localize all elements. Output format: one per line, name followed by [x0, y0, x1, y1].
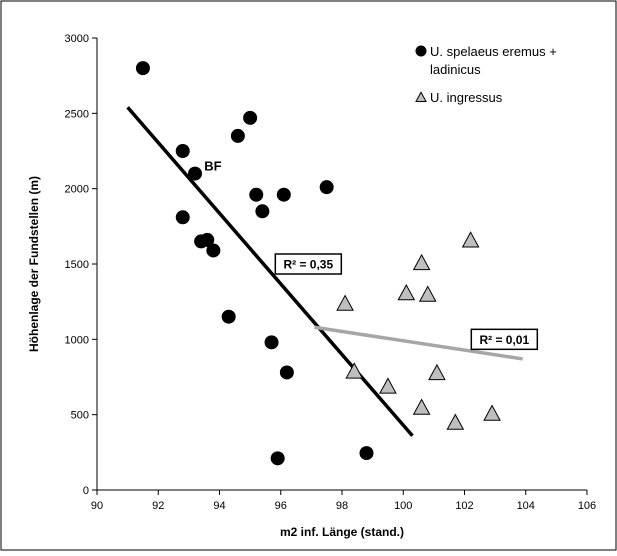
- x-ticks: 90 92 94 96 98 100 102 104 106: [91, 490, 596, 512]
- legend: U. spelaeus eremus + ladinicus U. ingressu…: [415, 44, 557, 105]
- x-tick-label: 94: [213, 500, 225, 512]
- data-point-triangle: [412, 398, 431, 415]
- data-point-triangle: [336, 294, 354, 311]
- data-point-circle: [135, 61, 150, 76]
- x-tick-label: 90: [91, 500, 103, 512]
- trend-line-ingressus: [314, 325, 523, 361]
- data-point-triangle: [412, 253, 431, 271]
- x-axis-label: m2 inf. Länge (stand.): [280, 525, 404, 539]
- data-point-circle: [188, 166, 202, 181]
- data-point-triangle: [461, 231, 480, 248]
- data-point-circle: [359, 446, 374, 461]
- trend-lines: [126, 106, 523, 437]
- data-point-circle: [319, 180, 334, 195]
- data-point-triangle: [446, 413, 465, 430]
- x-tick-label: 96: [275, 500, 287, 512]
- data-point-triangle: [428, 363, 446, 381]
- legend-label-ingressus: U. ingressus: [430, 90, 503, 105]
- data-point-circle: [221, 309, 236, 324]
- x-tick-label: 92: [152, 500, 164, 512]
- y-tick-label: 1000: [65, 334, 89, 346]
- data-point-circle: [264, 335, 279, 350]
- data-point-circle: [243, 110, 258, 125]
- x-tick-label: 102: [455, 500, 473, 512]
- x-tick-label: 106: [578, 500, 596, 512]
- data-point-triangle: [397, 283, 416, 301]
- data-point-circle: [175, 144, 190, 158]
- legend-triangle-marker: [415, 91, 427, 102]
- data-point-triangle: [379, 377, 397, 394]
- r-squared-box: [274, 253, 343, 275]
- y-ticks: 0 500 1000 1500 2000 2500 3000: [65, 33, 97, 497]
- data-point-circle: [200, 232, 215, 247]
- r-squared-label: R² = 0,01: [479, 333, 529, 347]
- data-point-circle: [276, 187, 291, 202]
- y-tick-label: 1500: [65, 259, 89, 271]
- y-tick-label: 3000: [65, 33, 89, 45]
- x-tick-label: 98: [336, 500, 348, 512]
- data-point-circle: [270, 451, 285, 466]
- y-tick-label: 500: [71, 410, 89, 422]
- data-point-circle: [249, 187, 264, 202]
- y-tick-label: 2500: [65, 108, 89, 120]
- y-tick-label: 0: [83, 485, 89, 497]
- legend-circle-marker: [415, 45, 427, 57]
- data-point-circle: [175, 210, 190, 225]
- trend-line-spelaeus: [126, 106, 414, 437]
- x-tick-label: 104: [517, 500, 535, 512]
- data-point-circle: [255, 204, 270, 219]
- y-tick-label: 2000: [65, 184, 89, 196]
- data-markers: [135, 61, 501, 466]
- data-point-circle: [230, 128, 245, 143]
- data-point-circle: [279, 365, 294, 380]
- data-point-circle: [206, 243, 221, 258]
- legend-label-spelaeus: U. spelaeus eremus + ladinicus: [430, 44, 557, 77]
- x-tick-label: 100: [394, 500, 412, 512]
- data-point-triangle: [418, 285, 437, 302]
- r-squared-label: R² = 0,35: [283, 258, 333, 272]
- r-squared-box: [470, 328, 539, 351]
- data-point-triangle: [483, 404, 501, 421]
- data-point-triangle: [345, 362, 364, 379]
- y-axis-label: Höhenlage der Fundstellen (m): [27, 176, 41, 352]
- annotations: BF R² = 0,35 R² = 0,01: [204, 159, 539, 351]
- point-label-bf: BF: [204, 159, 221, 174]
